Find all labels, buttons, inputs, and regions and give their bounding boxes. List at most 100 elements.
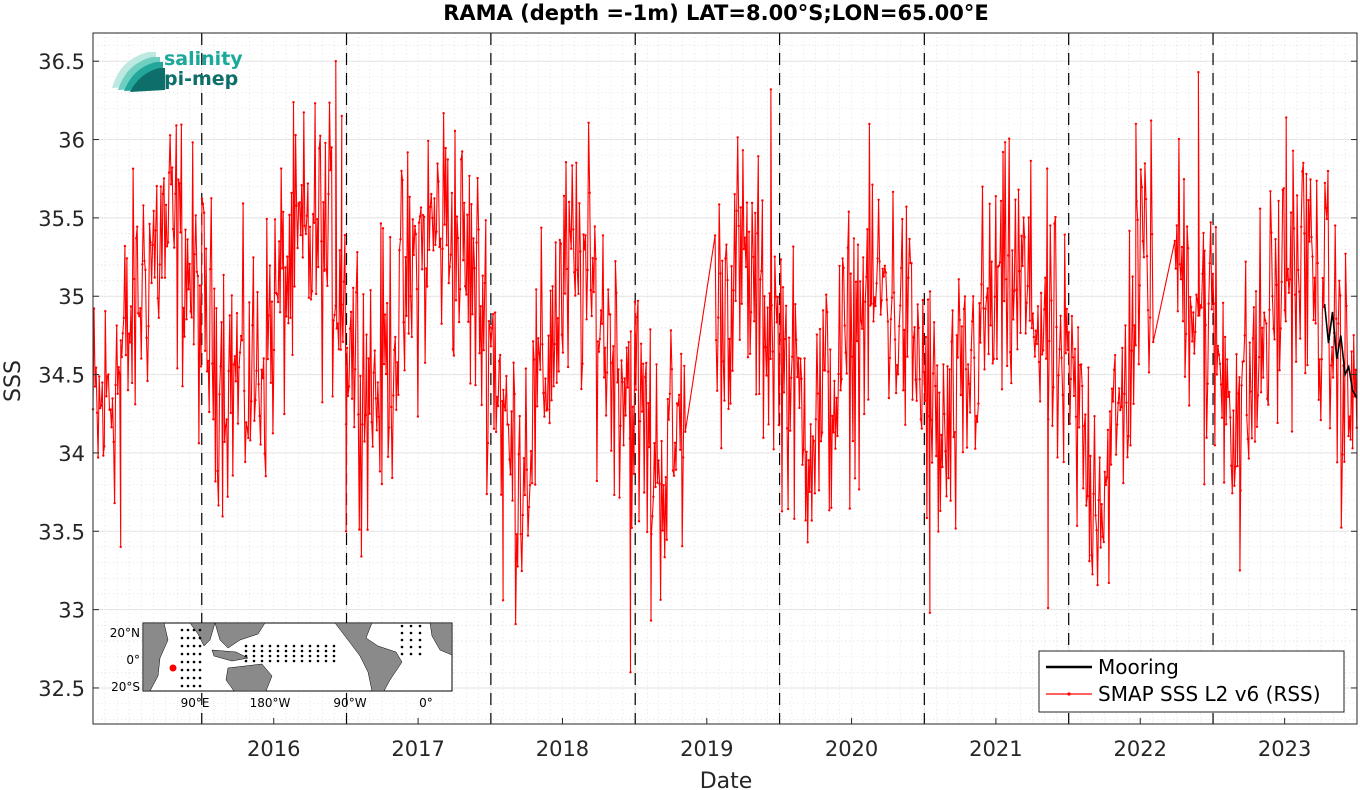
smap-data-point <box>627 340 630 344</box>
smap-data-point <box>1231 492 1234 495</box>
smap-data-point <box>429 205 432 209</box>
mooring-dot <box>180 676 184 680</box>
smap-data-point <box>989 324 992 327</box>
smap-data-point <box>738 338 741 341</box>
smap-data-point <box>782 391 786 394</box>
smap-data-point <box>721 259 724 262</box>
smap-data-point <box>271 432 275 435</box>
smap-data-point <box>1229 416 1232 419</box>
smap-data-point <box>713 234 717 237</box>
smap-data-point <box>125 257 129 260</box>
mooring-dot <box>308 649 312 653</box>
smap-data-point <box>562 194 566 198</box>
axes <box>92 32 1358 725</box>
smap-data-point <box>855 339 859 343</box>
smap-data-point <box>185 318 188 321</box>
smap-data-point <box>141 263 144 266</box>
smap-data-point <box>1312 318 1315 322</box>
smap-data-point <box>490 327 494 330</box>
smap-data-point <box>603 346 607 349</box>
smap-data-point <box>800 377 803 380</box>
smap-data-point <box>120 355 124 359</box>
wave-logo-icon <box>112 52 165 92</box>
smap-data-point <box>752 255 755 259</box>
smap-data-point <box>301 256 304 259</box>
smap-data-point <box>784 304 788 307</box>
smap-data-point <box>587 121 590 125</box>
smap-data-point <box>1259 391 1263 394</box>
smap-data-point <box>1118 387 1121 390</box>
smap-data-point <box>1326 169 1330 173</box>
smap-data-point <box>118 372 121 376</box>
smap-data-point <box>893 338 897 341</box>
smap-data-point <box>229 411 232 415</box>
mooring-dot <box>252 644 256 648</box>
smap-data-point <box>1284 320 1288 323</box>
smap-data-point <box>1028 319 1032 322</box>
mooring-dot <box>418 624 422 628</box>
smap-data-point <box>776 295 779 299</box>
smap-data-point <box>1124 324 1127 327</box>
smap-data-point <box>380 482 384 486</box>
mooring-dot <box>324 649 328 653</box>
smap-data-point <box>445 244 448 247</box>
smap-data-point <box>767 423 770 426</box>
smap-data-point <box>731 369 734 372</box>
smap-data-point <box>1055 325 1058 329</box>
smap-data-point <box>414 233 418 236</box>
smap-data-point <box>1025 301 1028 304</box>
smap-data-point <box>1314 322 1317 325</box>
smap-data-point <box>722 360 725 363</box>
smap-data-point <box>423 361 427 364</box>
smap-data-point <box>366 528 369 531</box>
mooring-dot <box>244 649 248 653</box>
smap-data-point <box>469 382 472 385</box>
smap-data-point <box>566 365 570 369</box>
smap-data-point <box>488 326 492 329</box>
y-tick-label: 36.5 <box>38 50 85 74</box>
smap-data-point <box>650 532 653 536</box>
smap-data-point <box>1338 279 1341 282</box>
smap-data-point <box>284 266 287 269</box>
smap-data-point <box>1225 423 1228 426</box>
smap-data-point <box>864 300 867 303</box>
smap-data-point <box>161 192 165 196</box>
mooring-dot <box>332 654 336 658</box>
smap-data-point <box>555 381 558 384</box>
smap-data-point <box>116 392 119 395</box>
smap-data-point <box>172 227 175 231</box>
mooring-dot <box>409 631 413 635</box>
smap-data-point <box>138 314 141 318</box>
smap-data-point <box>447 281 450 285</box>
smap-data-point <box>344 423 348 426</box>
mooring-dot <box>180 636 184 640</box>
smap-data-point <box>419 206 423 209</box>
inset-lat-0: 0° <box>126 653 140 667</box>
smap-data-point <box>1264 319 1267 322</box>
smap-data-point <box>286 255 289 258</box>
smap-data-point <box>1196 298 1199 301</box>
smap-data-point <box>885 298 888 301</box>
smap-data-point <box>1039 291 1043 295</box>
west-africa-land <box>429 622 453 656</box>
smap-data-point <box>1086 494 1089 498</box>
smap-data-point <box>1191 340 1194 343</box>
smap-data-point <box>1141 239 1145 243</box>
smap-data-point <box>1173 239 1177 243</box>
smap-data-point <box>612 345 615 348</box>
smap-data-point <box>1220 416 1224 419</box>
smap-data-point <box>914 378 917 381</box>
mooring-dot <box>276 659 280 663</box>
smap-data-point <box>877 198 880 201</box>
smap-data-point <box>173 246 176 249</box>
smap-data-point <box>564 161 568 164</box>
smap-data-point <box>532 358 536 361</box>
smap-data-point <box>682 456 685 459</box>
smap-data-point <box>629 330 632 333</box>
smap-data-point <box>958 318 961 322</box>
smap-data-point <box>1063 233 1066 236</box>
smap-data-point <box>849 272 852 275</box>
smap-data-point <box>517 453 520 456</box>
smap-data-point <box>934 384 937 388</box>
smap-data-point <box>193 253 196 256</box>
